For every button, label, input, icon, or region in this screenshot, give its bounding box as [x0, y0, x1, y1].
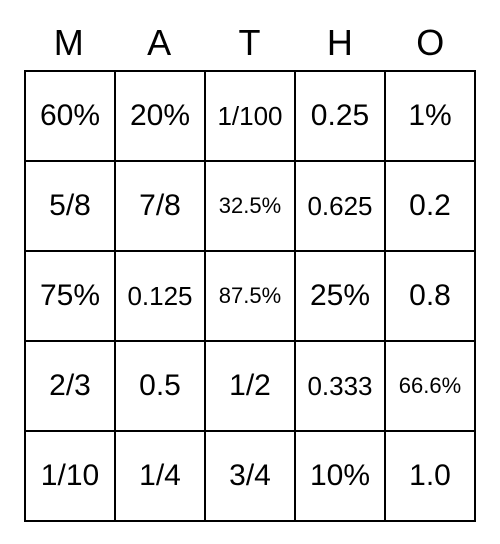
bingo-cell[interactable]: 0.333	[295, 341, 385, 431]
bingo-header-row: M A T H O	[24, 22, 476, 64]
bingo-cell[interactable]: 1.0	[385, 431, 475, 521]
bingo-cell[interactable]: 25%	[295, 251, 385, 341]
bingo-cell[interactable]: 7/8	[115, 161, 205, 251]
bingo-cell[interactable]: 1/100	[205, 71, 295, 161]
bingo-cell[interactable]: 10%	[295, 431, 385, 521]
bingo-cell[interactable]: 0.625	[295, 161, 385, 251]
bingo-cell[interactable]: 87.5%	[205, 251, 295, 341]
bingo-cell[interactable]: 0.125	[115, 251, 205, 341]
bingo-cell[interactable]: 0.2	[385, 161, 475, 251]
header-cell-a: A	[115, 22, 205, 64]
bingo-cell[interactable]: 66.6%	[385, 341, 475, 431]
header-cell-m: M	[24, 22, 114, 64]
bingo-cell[interactable]: 60%	[25, 71, 115, 161]
bingo-card: M A T H O 60%20%1/1000.251%5/87/832.5%0.…	[24, 22, 476, 522]
bingo-cell[interactable]: 1%	[385, 71, 475, 161]
bingo-cell[interactable]: 1/2	[205, 341, 295, 431]
bingo-cell[interactable]: 0.5	[115, 341, 205, 431]
header-cell-o: O	[386, 22, 476, 64]
bingo-cell[interactable]: 3/4	[205, 431, 295, 521]
bingo-cell[interactable]: 0.25	[295, 71, 385, 161]
bingo-cell[interactable]: 1/10	[25, 431, 115, 521]
bingo-grid: 60%20%1/1000.251%5/87/832.5%0.6250.275%0…	[24, 70, 476, 522]
bingo-cell[interactable]: 75%	[25, 251, 115, 341]
header-cell-t: T	[205, 22, 295, 64]
header-cell-h: H	[295, 22, 385, 64]
bingo-cell[interactable]: 0.8	[385, 251, 475, 341]
bingo-cell[interactable]: 20%	[115, 71, 205, 161]
bingo-cell[interactable]: 5/8	[25, 161, 115, 251]
bingo-cell[interactable]: 1/4	[115, 431, 205, 521]
bingo-cell[interactable]: 32.5%	[205, 161, 295, 251]
bingo-cell[interactable]: 2/3	[25, 341, 115, 431]
